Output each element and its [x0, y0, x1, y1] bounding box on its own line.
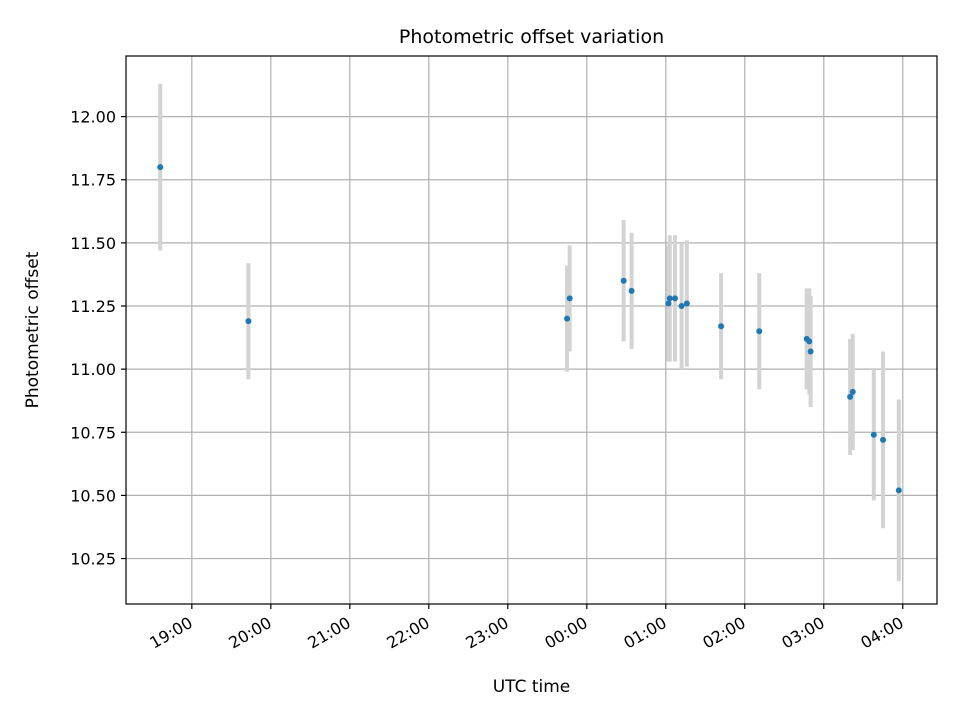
- grid-lines: [126, 56, 937, 604]
- x-tick-label: 01:00: [620, 613, 669, 653]
- x-tick-label: 00:00: [541, 613, 590, 653]
- data-point: [628, 287, 635, 294]
- data-point: [849, 388, 856, 395]
- y-tick-label: 11.25: [70, 297, 116, 316]
- y-tick-label: 10.25: [70, 550, 116, 569]
- x-tick-label: 04:00: [857, 613, 906, 653]
- data-point: [666, 295, 673, 302]
- data-point: [880, 436, 887, 443]
- data-point: [807, 348, 814, 355]
- data-point: [870, 431, 877, 438]
- data-point: [672, 295, 679, 302]
- data-point: [683, 300, 690, 307]
- y-tick-label: 12.00: [70, 108, 116, 127]
- y-tick-label: 11.00: [70, 360, 116, 379]
- x-tick-label: 19:00: [146, 613, 195, 653]
- x-tick-label: 03:00: [778, 613, 827, 653]
- y-tick-label: 11.75: [70, 171, 116, 190]
- y-tick-label: 11.50: [70, 234, 116, 253]
- data-point: [806, 338, 813, 345]
- x-tick-label: 02:00: [699, 613, 748, 653]
- data-point: [566, 295, 573, 302]
- x-tick-label: 23:00: [462, 613, 511, 653]
- x-tick-label: 22:00: [383, 613, 432, 653]
- data-point: [756, 328, 763, 335]
- data-point: [895, 487, 902, 494]
- data-point: [245, 318, 252, 325]
- data-point: [678, 303, 685, 310]
- axis-ticks: 10.25 10.50 10.75 11.00 11.25 11.50 11.75 12.00…: [70, 108, 907, 653]
- y-axis-title: Photometric offset: [23, 251, 43, 408]
- y-tick-label: 10.50: [70, 486, 116, 505]
- x-tick-label: 21:00: [304, 613, 353, 653]
- x-tick-label: 20:00: [225, 613, 274, 653]
- data-point: [718, 323, 725, 330]
- data-point: [665, 300, 672, 307]
- data-point: [157, 164, 164, 171]
- data-point: [620, 277, 627, 284]
- chart-title: Photometric offset variation: [399, 26, 664, 48]
- x-axis-title: UTC time: [493, 677, 571, 697]
- y-tick-label: 10.75: [70, 423, 116, 442]
- data-points: [157, 164, 902, 494]
- plot-area-frame: [125, 55, 938, 605]
- data-point: [564, 315, 571, 322]
- data-point: [847, 393, 854, 400]
